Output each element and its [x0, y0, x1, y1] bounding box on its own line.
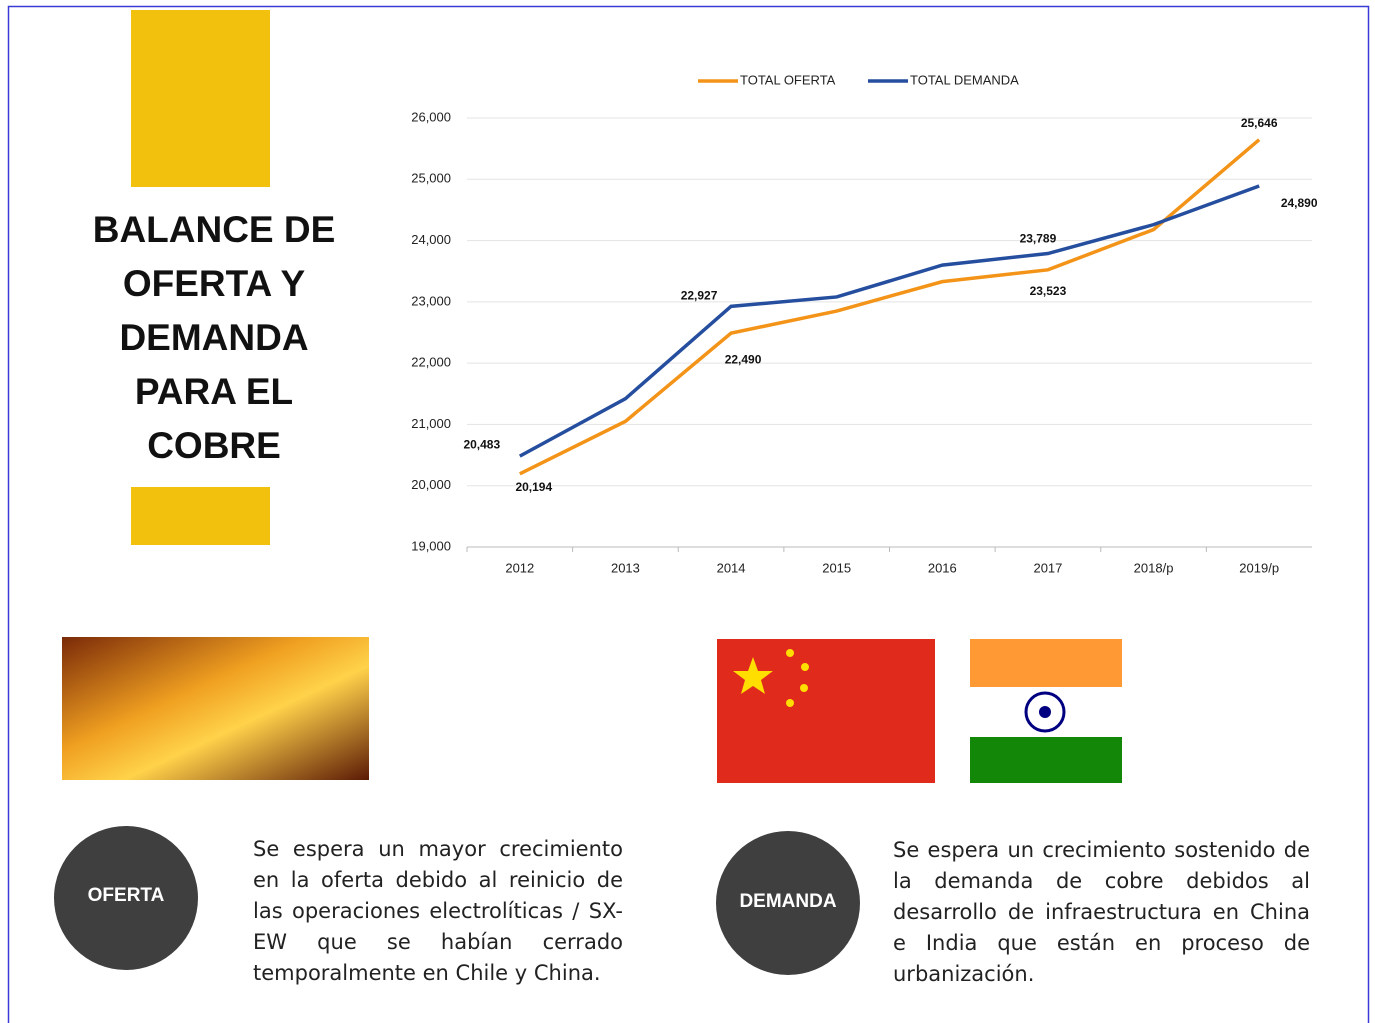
title-line: BALANCE DE: [93, 209, 336, 250]
flag-star: [801, 663, 809, 671]
flag-star: [786, 649, 794, 657]
y-tick-label: 25,000: [411, 171, 451, 186]
data-label: 25,646: [1241, 116, 1278, 130]
india-flag: [970, 737, 1122, 783]
y-tick-label: 23,000: [411, 293, 451, 308]
x-tick-label: 2013: [611, 560, 640, 575]
x-tick-label: 2016: [928, 560, 957, 575]
y-tick-label: 21,000: [411, 416, 451, 431]
badge-label: DEMANDA: [739, 891, 836, 912]
legend-label: TOTAL OFERTA: [740, 72, 836, 87]
x-tick-label: 2017: [1033, 560, 1062, 575]
data-label: 22,927: [681, 289, 718, 303]
title: BALANCE DE OFERTA Y DEMANDA PARA EL COBRE: [93, 209, 336, 466]
photo: [62, 637, 369, 780]
data-label: 23,523: [1030, 284, 1067, 298]
legend-label: TOTAL DEMANDA: [910, 72, 1019, 87]
data-label: 22,490: [725, 352, 762, 366]
data-label: 20,194: [515, 480, 552, 494]
data-label: 20,483: [463, 437, 500, 451]
x-tick-label: 2014: [717, 560, 746, 575]
x-tick-label: 2012: [505, 560, 534, 575]
page: BALANCE DE OFERTA Y DEMANDA PARA EL COBRE OF…: [0, 0, 1375, 1023]
flag-star: [800, 684, 808, 692]
x-tick-label: 2015: [822, 560, 851, 575]
title-line: COBRE: [147, 425, 281, 466]
supply-text: Se espera un mayor crecimiento en la ofe…: [253, 834, 623, 989]
title-line: OFERTA Y: [123, 263, 306, 304]
demand-text: Se espera un crecimiento sostenido de la…: [893, 835, 1310, 990]
chart: 19,000 20,000 21,000 22,000 23,000 24,000 25,0…: [411, 72, 1318, 575]
y-tick-label: 19,000: [411, 538, 451, 553]
x-tick-label: 2019/p: [1239, 560, 1279, 575]
title-line: DEMANDA: [119, 317, 308, 358]
data-label: 23,789: [1020, 232, 1057, 246]
series-line: [520, 140, 1259, 474]
badge-label: OFERTA: [88, 885, 165, 906]
y-tick-label: 24,000: [411, 232, 451, 247]
data-label: 24,890: [1281, 196, 1318, 210]
flag-star: [786, 699, 794, 707]
title-line: PARA EL: [135, 371, 293, 412]
y-tick-label: 26,000: [411, 109, 451, 124]
y-tick-label: 22,000: [411, 355, 451, 370]
accent-block: [131, 487, 270, 545]
china-flag: [717, 639, 935, 783]
india-flag: [970, 639, 1122, 687]
chakra: [1039, 706, 1051, 718]
x-tick-label: 2018/p: [1134, 560, 1174, 575]
y-tick-label: 20,000: [411, 477, 451, 492]
accent-block: [131, 10, 270, 187]
